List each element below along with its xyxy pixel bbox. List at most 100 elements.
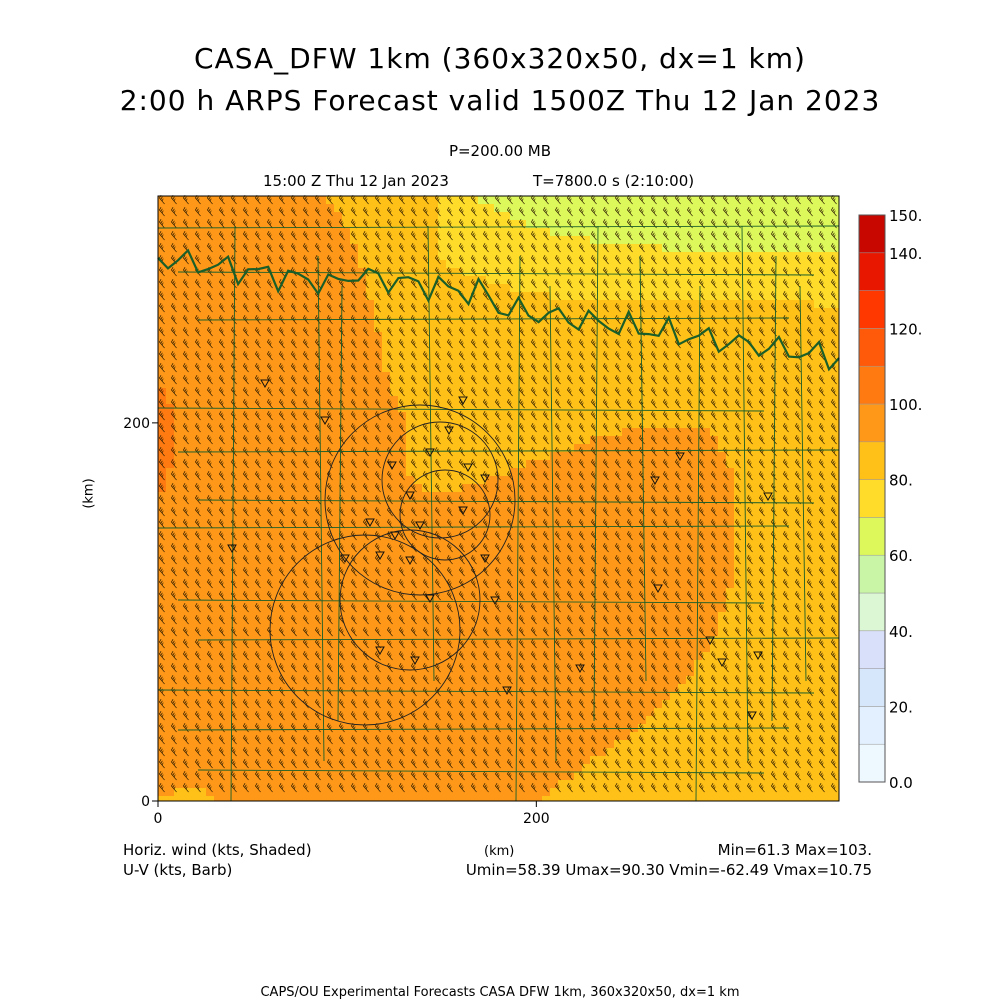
- shade-cell: [598, 356, 607, 365]
- shade-cell: [366, 652, 375, 661]
- shade-cell: [214, 604, 223, 613]
- shade-cell: [750, 460, 759, 469]
- shade-cell: [350, 308, 359, 317]
- shade-cell: [334, 628, 343, 637]
- shade-cell: [814, 396, 823, 405]
- shade-cell: [798, 260, 807, 269]
- shade-cell: [398, 540, 407, 549]
- shade-cell: [494, 564, 503, 573]
- shade-cell: [510, 356, 519, 365]
- shade-cell: [294, 484, 303, 493]
- shade-cell: [654, 468, 663, 477]
- shade-cell: [502, 212, 511, 221]
- shade-cell: [390, 620, 399, 629]
- shade-cell: [518, 308, 527, 317]
- shade-cell: [238, 204, 247, 213]
- shade-cell: [318, 260, 327, 269]
- shade-cell: [814, 316, 823, 325]
- shade-cell: [598, 220, 607, 229]
- shade-cell: [606, 260, 615, 269]
- shade-cell: [510, 444, 519, 453]
- shade-cell: [750, 268, 759, 277]
- shade-cell: [342, 220, 351, 229]
- shade-cell: [654, 276, 663, 285]
- shade-cell: [622, 612, 631, 621]
- shade-cell: [502, 316, 511, 325]
- shade-cell: [406, 452, 415, 461]
- shade-cell: [262, 628, 271, 637]
- shade-cell: [222, 548, 231, 557]
- shade-cell: [646, 500, 655, 509]
- shade-cell: [814, 564, 823, 573]
- shade-cell: [774, 356, 783, 365]
- shade-cell: [734, 404, 743, 413]
- shade-cell: [286, 612, 295, 621]
- shade-cell: [782, 204, 791, 213]
- shade-cell: [326, 348, 335, 357]
- shade-cell: [654, 532, 663, 541]
- shade-cell: [598, 228, 607, 237]
- shade-cell: [790, 348, 799, 357]
- shade-cell: [518, 396, 527, 405]
- shade-cell: [478, 556, 487, 565]
- shade-cell: [262, 356, 271, 365]
- shade-cell: [670, 540, 679, 549]
- shade-cell: [750, 596, 759, 605]
- shade-cell: [534, 556, 543, 565]
- shade-cell: [822, 436, 831, 445]
- shade-cell: [502, 476, 511, 485]
- shade-cell: [510, 548, 519, 557]
- shade-cell: [678, 516, 687, 525]
- shade-cell: [790, 604, 799, 613]
- shade-cell: [422, 252, 431, 261]
- shade-cell: [438, 380, 447, 389]
- shade-cell: [702, 644, 711, 653]
- shade-cell: [182, 356, 191, 365]
- shade-cell: [382, 308, 391, 317]
- shade-cell: [422, 548, 431, 557]
- shade-cell: [598, 332, 607, 341]
- shade-cell: [742, 372, 751, 381]
- shade-cell: [758, 572, 767, 581]
- shade-cell: [334, 284, 343, 293]
- shade-cell: [222, 428, 231, 437]
- shade-cell: [726, 644, 735, 653]
- shade-cell: [574, 196, 583, 205]
- shade-cell: [598, 516, 607, 525]
- shade-cell: [534, 484, 543, 493]
- shade-cell: [678, 308, 687, 317]
- shade-cell: [654, 636, 663, 645]
- shade-cell: [582, 484, 591, 493]
- shade-cell: [406, 332, 415, 341]
- shade-cell: [318, 316, 327, 325]
- shade-cell: [814, 228, 823, 237]
- shade-cell: [270, 356, 279, 365]
- shade-cell: [670, 316, 679, 325]
- shade-cell: [494, 468, 503, 477]
- shade-cell: [558, 364, 567, 373]
- shade-cell: [230, 476, 239, 485]
- shade-cell: [750, 372, 759, 381]
- shade-cell: [198, 580, 207, 589]
- shade-cell: [502, 428, 511, 437]
- shade-cell: [238, 324, 247, 333]
- shade-cell: [382, 484, 391, 493]
- shade-cell: [462, 196, 471, 205]
- shade-cell: [734, 500, 743, 509]
- shade-cell: [174, 532, 183, 541]
- shade-cell: [342, 364, 351, 373]
- shade-cell: [382, 508, 391, 517]
- shade-cell: [798, 268, 807, 277]
- shade-cell: [566, 332, 575, 341]
- shade-cell: [478, 620, 487, 629]
- shade-cell: [366, 612, 375, 621]
- shade-cell: [494, 500, 503, 509]
- shade-cell: [814, 500, 823, 509]
- shade-cell: [758, 420, 767, 429]
- shade-cell: [630, 220, 639, 229]
- shade-cell: [526, 588, 535, 597]
- shade-cell: [422, 564, 431, 573]
- shade-cell: [462, 556, 471, 565]
- shade-cell: [326, 284, 335, 293]
- shade-cell: [694, 244, 703, 253]
